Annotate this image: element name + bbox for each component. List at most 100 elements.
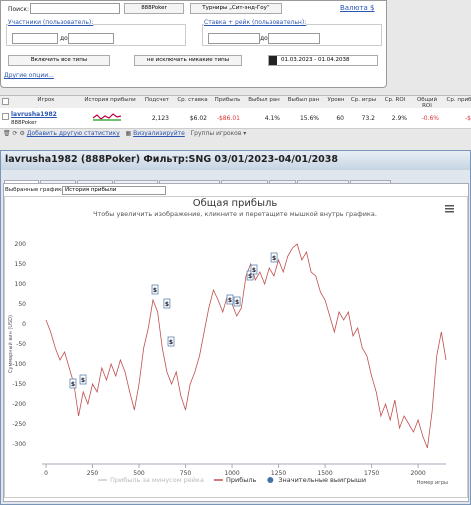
- cell: 73.2: [361, 115, 375, 122]
- x-tick-label: 2000: [410, 470, 425, 477]
- x-tick-label: 250: [87, 470, 99, 477]
- x-tick-label: 1500: [317, 470, 332, 477]
- x-tick-label: 0: [44, 470, 48, 477]
- label: до: [260, 35, 268, 42]
- column-header[interactable]: Уровн: [327, 97, 345, 103]
- column-header[interactable]: Ср. приб: [446, 97, 471, 103]
- input[interactable]: [268, 33, 320, 44]
- column-header[interactable]: Общий ROI: [416, 97, 438, 109]
- select[interactable]: История прибыли: [62, 186, 166, 195]
- x-tick-label: 1250: [271, 470, 286, 477]
- cell: 2.9%: [391, 115, 407, 122]
- cell: $6.02: [189, 115, 207, 122]
- column-header[interactable]: Выбыл ран: [287, 97, 320, 103]
- x-tick-label: 1750: [364, 470, 379, 477]
- big-win-marker: [226, 294, 234, 305]
- y-axis-label: Суммарный вин (USD): [7, 315, 14, 373]
- big-win-label: $: [81, 377, 85, 384]
- checkbox[interactable]: [2, 113, 9, 120]
- y-tick-label: -200: [12, 401, 26, 408]
- legend-dot: [267, 477, 274, 483]
- column-header[interactable]: Игрок: [37, 97, 55, 103]
- cell: -0.6%: [421, 115, 439, 122]
- legend-label: Значительные выигрыши: [278, 476, 366, 484]
- big-win-marker: [69, 378, 77, 389]
- big-win-marker: [246, 270, 254, 281]
- big-win-marker: [79, 374, 87, 385]
- column-header[interactable]: Ср. ROI: [384, 97, 406, 103]
- big-win-label: $: [252, 267, 256, 274]
- menu[interactable]: Группы игроков ▾: [190, 130, 247, 137]
- y-tick-label: -50: [16, 341, 26, 348]
- link[interactable]: Визуализируйте: [133, 130, 185, 137]
- big-win-label: $: [248, 273, 252, 280]
- y-tick-label: 100: [15, 281, 27, 288]
- y-tick-label: -100: [12, 361, 26, 368]
- big-win-marker: [233, 296, 241, 307]
- big-win-label: $: [153, 287, 157, 294]
- label: до: [60, 35, 68, 42]
- legend-label: Прибыль за минусом рейка: [110, 476, 204, 484]
- date-range: 01.03.2023 - 01.04.2038: [281, 57, 350, 63]
- menu-icon[interactable]: [445, 205, 454, 213]
- cell: 4.1%: [264, 115, 280, 122]
- big-win-label: $: [235, 299, 239, 306]
- search-input[interactable]: [30, 3, 120, 14]
- select[interactable]: Включить все типы: [8, 55, 110, 66]
- cell: -$86.01: [216, 115, 240, 122]
- legend-label: Прибыль: [226, 476, 257, 484]
- date-input[interactable]: 01.03.2023 - 01.04.2038: [268, 55, 378, 66]
- big-win-label: $: [228, 297, 232, 304]
- select[interactable]: не исключать никакие типы: [134, 55, 242, 66]
- y-tick-label: -150: [12, 381, 26, 388]
- toolbar: 🗑 ⟳ ⚙ Добавить другую статистику ▦ Визуа…: [3, 130, 247, 137]
- big-win-marker: [151, 284, 159, 295]
- link[interactable]: Валюта $: [340, 4, 375, 12]
- big-win-marker: [250, 264, 258, 275]
- x-axis-label: Номер игры: [417, 480, 448, 486]
- y-tick-label: 0: [22, 321, 26, 328]
- cell: 2,123: [151, 115, 169, 122]
- column-header[interactable]: История прибыли: [84, 97, 136, 103]
- link[interactable]: Другие опции...: [4, 72, 54, 79]
- x-tick-label: 1000: [224, 470, 239, 477]
- cell: 15.6%: [299, 115, 319, 122]
- legend[interactable]: Ставка + рейк (пользовательн):: [204, 19, 307, 26]
- chart-title: Общая прибыль: [193, 198, 278, 209]
- link[interactable]: Добавить другую статистику: [26, 130, 120, 137]
- column-header[interactable]: Ср. игры: [350, 97, 377, 103]
- input[interactable]: [68, 33, 114, 44]
- player[interactable]: lavrusha1982: [11, 111, 57, 118]
- big-win-marker: [163, 298, 171, 309]
- input[interactable]: [12, 33, 58, 44]
- column-header[interactable]: Подсчет: [144, 97, 170, 103]
- column-header[interactable]: Ср. ставка: [177, 97, 208, 103]
- big-win-label: $: [169, 339, 173, 346]
- y-tick-label: 150: [15, 261, 27, 268]
- y-tick-label: 50: [18, 301, 26, 308]
- y-tick-label: -300: [12, 441, 26, 448]
- table-row: [0, 108, 471, 129]
- column-header[interactable]: Выбыл ран: [248, 97, 280, 103]
- sparkline: [92, 113, 122, 121]
- x-tick-label: 750: [180, 470, 192, 477]
- checkbox[interactable]: [2, 98, 9, 105]
- big-win-label: $: [272, 255, 276, 262]
- big-win-marker: [167, 336, 175, 347]
- room: 888Poker: [11, 120, 37, 126]
- y-tick-label: -250: [12, 421, 26, 428]
- big-win-marker: [270, 252, 278, 263]
- panel-header: [1, 151, 470, 170]
- select[interactable]: Турниры „Сит-энд-Гоу“: [190, 3, 282, 14]
- panel-title: lavrusha1982 (888Poker) Фильтр:SNG 03/01…: [5, 154, 339, 165]
- input[interactable]: [208, 33, 260, 44]
- legend[interactable]: Участники (пользователь):: [8, 19, 94, 26]
- chart-box: [4, 196, 468, 498]
- y-tick-label: 200: [15, 241, 27, 248]
- column-header[interactable]: Прибыль: [214, 97, 241, 103]
- select[interactable]: 888Poker: [124, 3, 184, 14]
- cell: -$: [465, 115, 471, 122]
- cell: 60: [336, 115, 344, 122]
- x-tick-label: 500: [133, 470, 145, 477]
